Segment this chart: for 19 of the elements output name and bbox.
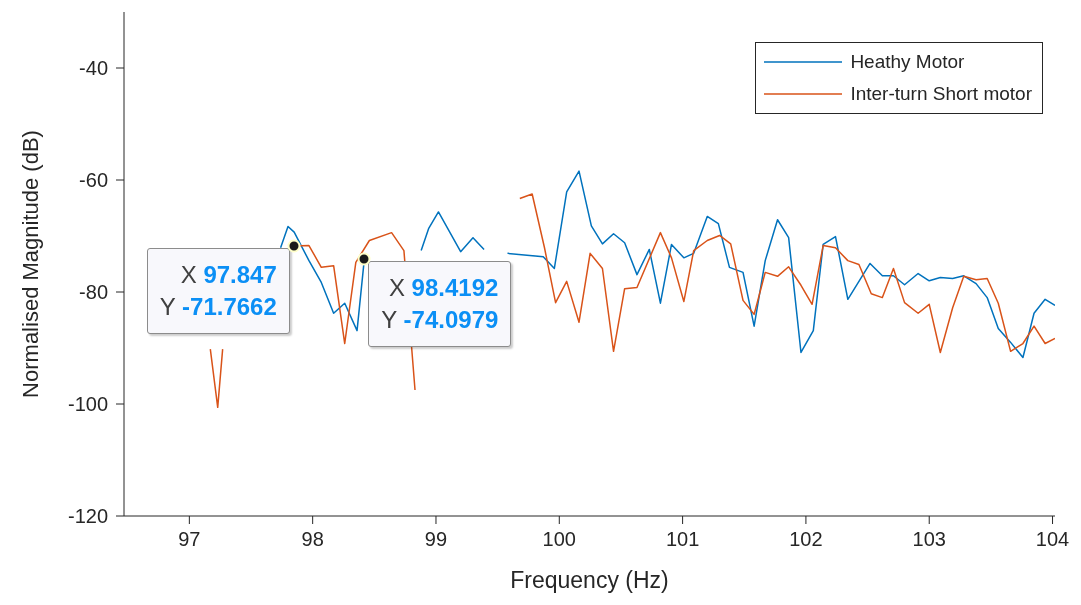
x-tick-label: 99 — [424, 528, 448, 551]
x-tick-label: 100 — [542, 528, 576, 551]
x-tick-label: 98 — [301, 528, 324, 551]
y-tick-label: -100 — [67, 393, 108, 416]
x-tick-label: 97 — [178, 528, 201, 551]
y-tick-label: -60 — [79, 169, 108, 192]
x-axis-title: Frequency (Hz) — [510, 567, 669, 593]
y-tick-label: -80 — [79, 281, 108, 304]
legend-label: Inter-turn Short motor — [850, 83, 1032, 105]
y-tick-label: -40 — [79, 57, 108, 80]
legend-label: Heathy Motor — [850, 51, 965, 73]
x-tick-label: 104 — [1035, 528, 1070, 551]
x-tick-label: 102 — [789, 528, 823, 551]
x-tick-label: 101 — [665, 528, 700, 551]
y-axis-title: Normalised Magnitude (dB) — [17, 130, 43, 398]
annotation: X 98.4192 Y -74.0979 — [381, 273, 499, 333]
annotation: X 97.847 Y -71.7662 — [159, 260, 277, 320]
x-tick-label: 103 — [912, 528, 946, 551]
y-tick-label: -120 — [67, 505, 108, 528]
